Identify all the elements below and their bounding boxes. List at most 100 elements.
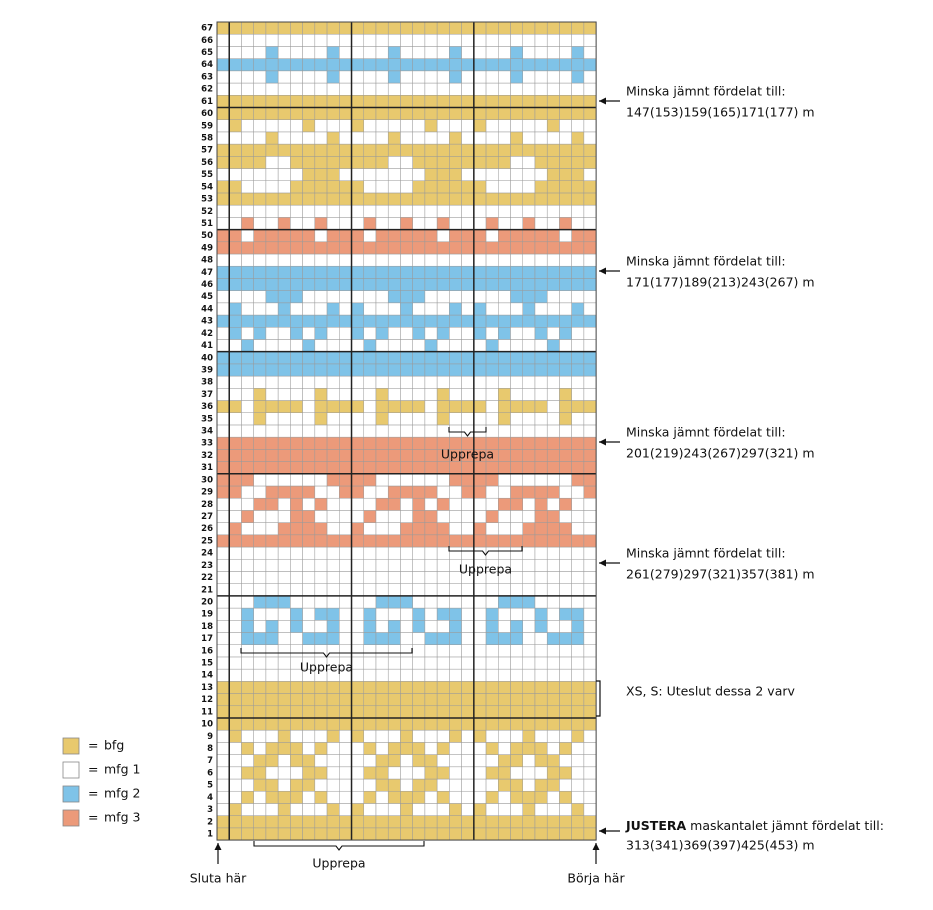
chart-cell (375, 522, 389, 536)
chart-cell (290, 143, 303, 157)
chart-cell (216, 58, 230, 72)
chart-cell (363, 827, 377, 841)
chart-cell (473, 644, 487, 658)
chart-cell (241, 314, 254, 328)
chart-cell (559, 534, 572, 548)
chart-cell (583, 192, 597, 206)
chart-cell (339, 778, 352, 792)
chart-cell (253, 143, 267, 157)
chart-cell (265, 424, 279, 438)
row-number: 2 (207, 817, 213, 827)
chart-cell (436, 668, 450, 682)
chart-cell (485, 375, 499, 389)
chart-cell (510, 119, 523, 133)
chart-cell (546, 705, 560, 719)
chart-cell (387, 363, 401, 377)
chart-cell (424, 546, 438, 560)
chart-cell (559, 790, 572, 804)
chart-cell (265, 314, 279, 328)
chart-cell (510, 241, 523, 255)
chart-cell (571, 534, 585, 548)
chart-cell (583, 204, 597, 218)
chart-cell (436, 790, 450, 804)
chart-cell (510, 70, 523, 84)
chart-cell (522, 803, 536, 816)
chart-cell (522, 620, 536, 633)
chart-cell (326, 46, 340, 59)
chart-cell (571, 290, 585, 304)
chart-cell (546, 546, 560, 560)
chart-cell (351, 375, 365, 389)
chart-cell (522, 339, 536, 352)
chart-cell (571, 473, 585, 487)
chart-cell (473, 681, 487, 694)
chart-cell (473, 278, 487, 291)
chart-cell (277, 632, 291, 645)
chart-cell (534, 156, 548, 169)
chart-cell (339, 82, 352, 96)
chart-cell (485, 119, 499, 133)
chart-cell (253, 339, 267, 352)
chart-cell (461, 351, 475, 365)
chart-cell (375, 607, 389, 621)
chart-cell (265, 766, 279, 780)
chart-cell (498, 412, 511, 426)
chart-cell (473, 265, 487, 279)
chart-cell (326, 375, 340, 389)
chart-cell (265, 620, 279, 633)
chart-cell (522, 729, 536, 743)
chart-cell (314, 705, 328, 719)
chart-cell (400, 497, 413, 511)
chart-cell (314, 180, 328, 194)
chart-cell (461, 302, 475, 316)
chart-cell (363, 546, 377, 560)
chart-cell (461, 217, 475, 230)
chart-cell (387, 620, 401, 633)
chart-cell (583, 168, 597, 181)
chart-cell (583, 46, 597, 59)
chart-cell (290, 58, 303, 72)
chart-cell (241, 58, 254, 72)
chart-border (216, 21, 597, 841)
legend-sign: = (88, 738, 98, 753)
chart-cell (363, 607, 377, 621)
chart-cell (498, 265, 511, 279)
chart-cell (424, 412, 438, 426)
chart-cell (400, 436, 413, 450)
chart-cell (412, 363, 426, 377)
chart-cell (302, 766, 316, 780)
chart-cell (473, 375, 487, 389)
chart-cell (228, 681, 242, 694)
chart-cell (326, 131, 340, 145)
chart-cell (277, 620, 291, 633)
chart-cell (473, 668, 487, 682)
chart-cell (400, 571, 413, 584)
chart-cell (302, 449, 316, 462)
chart-cell (302, 143, 316, 157)
chart-cell (559, 70, 572, 84)
chart-cell (339, 204, 352, 218)
chart-cell (216, 546, 230, 560)
chart-cell (351, 571, 365, 584)
chart-cell (510, 742, 523, 755)
chart-cell (265, 534, 279, 548)
chart-cell (326, 204, 340, 218)
chart-cell (339, 192, 352, 206)
chart-cell (277, 607, 291, 621)
chart-cell (339, 473, 352, 487)
chart-cell (241, 302, 254, 316)
chart-cell (461, 180, 475, 194)
chart-cell (473, 192, 487, 206)
chart-cell (436, 327, 450, 340)
chart-cell (241, 400, 254, 413)
chart-cell (265, 705, 279, 719)
chart-cell (424, 595, 438, 609)
chart-cell (277, 339, 291, 352)
chart-cell (522, 510, 536, 523)
chart-cell (302, 583, 316, 597)
chart-cell (253, 656, 267, 670)
chart-cell (228, 388, 242, 401)
legend-sign: = (88, 810, 98, 825)
chart-cell (277, 21, 291, 35)
chart-cell (449, 143, 462, 157)
